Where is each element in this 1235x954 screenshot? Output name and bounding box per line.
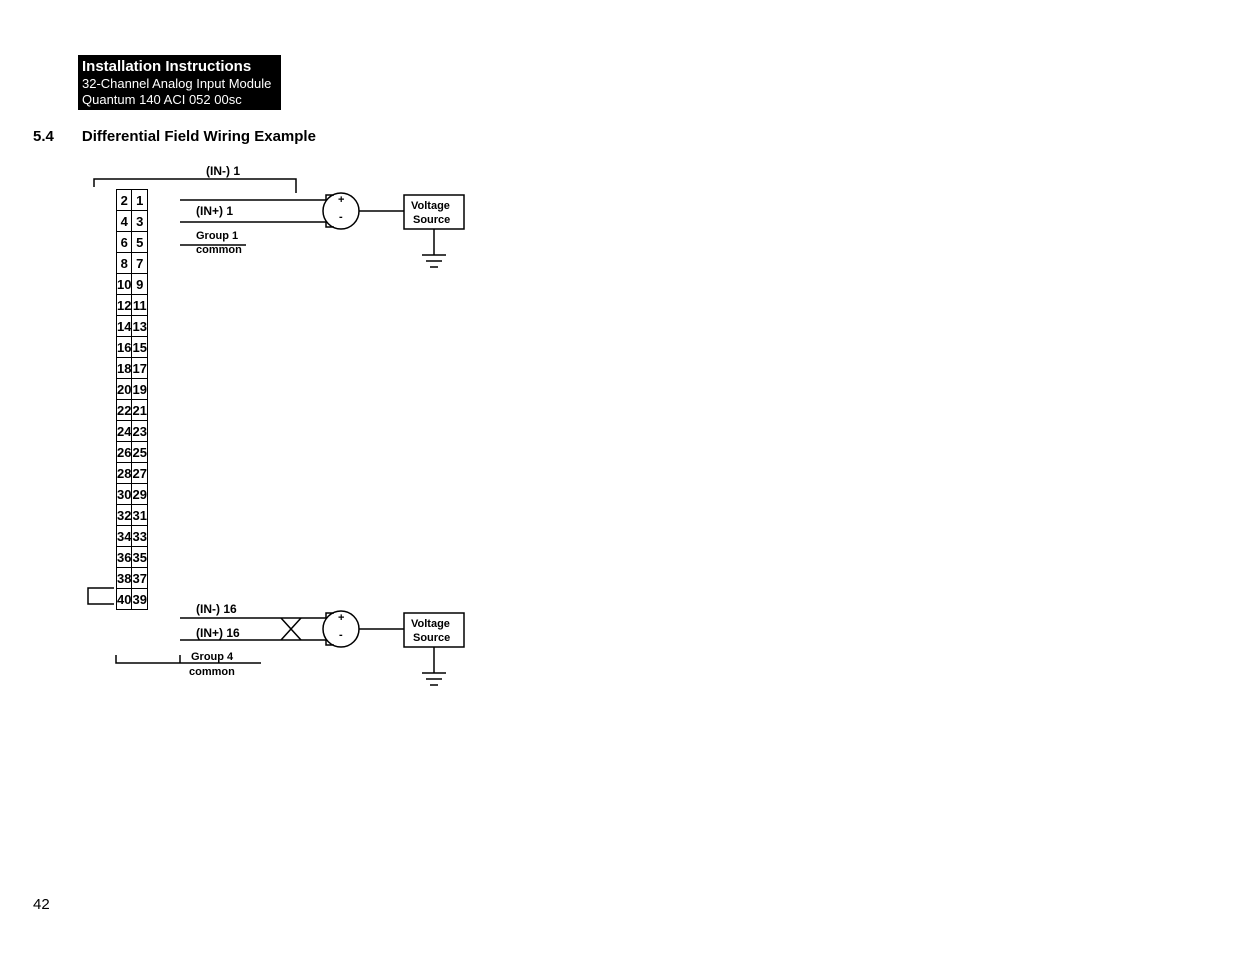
label-vsrc-bot-1: Voltage <box>411 618 450 630</box>
wiring-svg: + - <box>86 165 506 705</box>
label-in-plus-16: (IN+) 16 <box>196 626 240 640</box>
page-number: 42 <box>33 896 50 913</box>
svg-text:-: - <box>339 629 343 641</box>
label-group1: Group 1 <box>196 230 238 242</box>
label-vsrc-top-1: Voltage <box>411 200 450 212</box>
section-number: 5.4 <box>33 128 54 145</box>
section-title: Differential Field Wiring Example <box>82 128 316 145</box>
label-in-minus-16: (IN-) 16 <box>196 602 237 616</box>
label-in-minus-1: (IN-) 1 <box>206 165 240 178</box>
doc-header-sub1: 32-Channel Analog Input Module <box>82 76 271 92</box>
label-common1: common <box>196 244 242 256</box>
section-heading: 5.4 Differential Field Wiring Example <box>33 128 316 145</box>
label-in-plus-1: (IN+) 1 <box>196 204 233 218</box>
svg-text:+: + <box>338 194 344 206</box>
doc-header-sub2: Quantum 140 ACI 052 00sc <box>82 92 271 108</box>
label-common4: common <box>189 666 235 678</box>
doc-header-title: Installation Instructions <box>82 58 271 76</box>
svg-text:+: + <box>338 612 344 624</box>
label-vsrc-top-2: Source <box>413 214 450 226</box>
doc-header: Installation Instructions 32-Channel Ana… <box>78 55 281 110</box>
label-group4: Group 4 <box>191 651 234 663</box>
label-vsrc-bot-2: Source <box>413 632 450 644</box>
svg-text:-: - <box>339 211 343 223</box>
